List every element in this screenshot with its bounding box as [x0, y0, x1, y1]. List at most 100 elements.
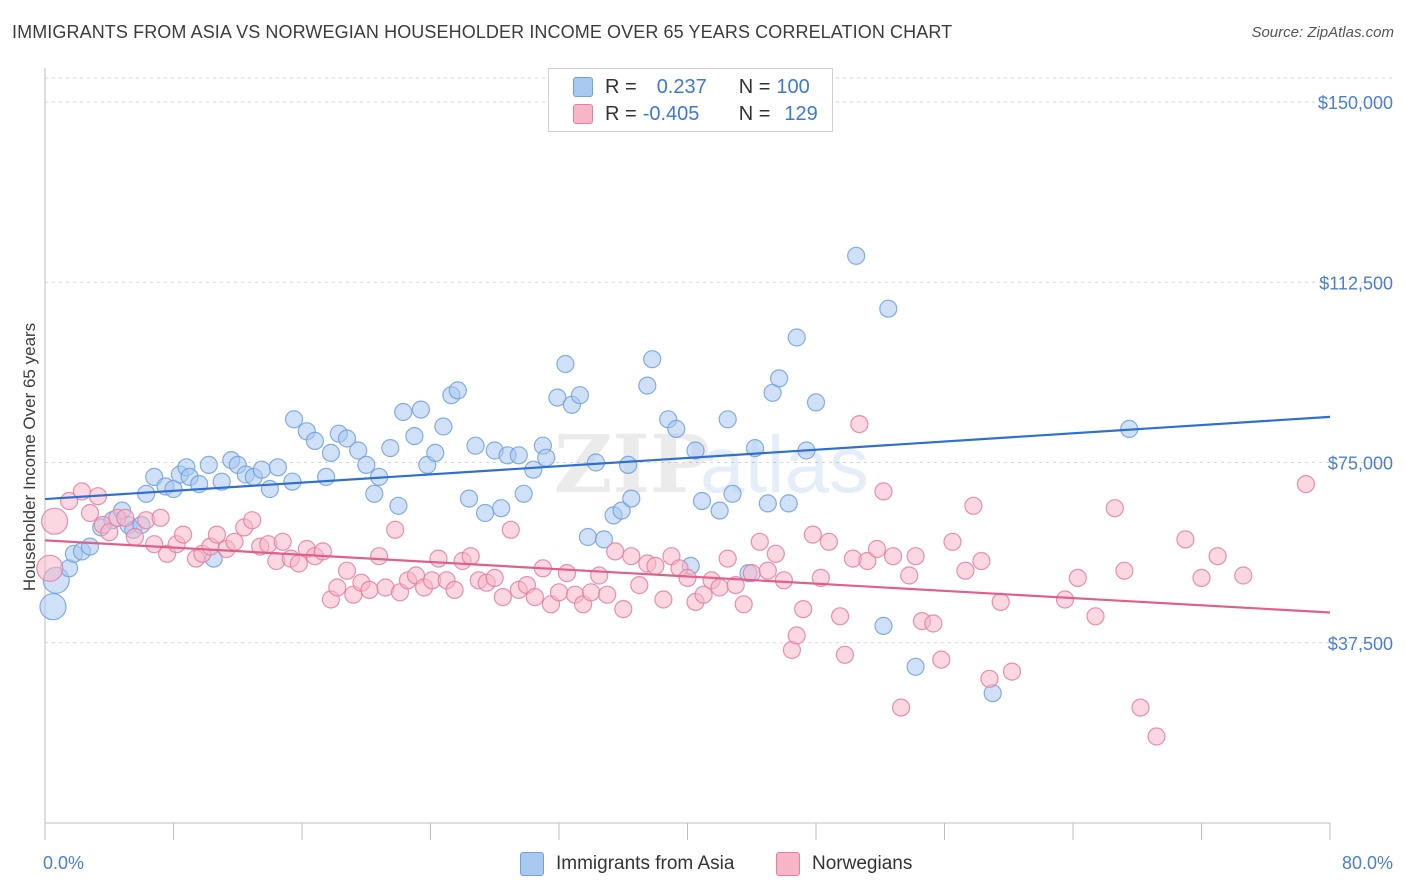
- data-point: [654, 590, 673, 609]
- data-point: [36, 554, 64, 582]
- data-point: [405, 427, 424, 446]
- series-legend-label: Norwegians: [812, 853, 913, 874]
- trend-line: [44, 415, 1331, 501]
- data-point: [835, 645, 855, 664]
- data-point: [268, 458, 287, 477]
- data-point: [548, 388, 567, 407]
- data-point: [612, 501, 631, 520]
- data-point: [429, 549, 448, 568]
- axes: [44, 68, 1331, 840]
- data-point: [806, 393, 826, 412]
- data-point: [461, 547, 480, 566]
- data-point: [710, 578, 729, 597]
- data-point: [858, 551, 877, 571]
- legend-n-value: 100: [776, 75, 810, 98]
- data-point: [485, 568, 504, 588]
- data-point: [284, 410, 304, 429]
- data-point: [1176, 530, 1195, 549]
- data-point: [100, 523, 119, 542]
- data-point: [493, 587, 512, 607]
- legend-swatch-norwegians: [573, 104, 593, 124]
- data-point: [830, 607, 850, 626]
- data-point: [867, 539, 887, 559]
- data-point: [883, 547, 903, 566]
- data-point: [386, 520, 405, 539]
- data-point: [972, 551, 991, 571]
- data-point: [252, 460, 271, 479]
- data-point: [932, 650, 951, 669]
- data-point: [718, 549, 737, 568]
- data-point: [501, 520, 520, 539]
- data-point: [1131, 698, 1150, 717]
- legend-r-label: R =: [605, 102, 637, 125]
- data-point: [734, 595, 753, 614]
- data-point: [1068, 568, 1087, 588]
- data-point: [643, 350, 662, 369]
- data-point: [80, 537, 100, 556]
- data-point: [39, 593, 67, 621]
- data-point: [787, 626, 806, 645]
- data-point: [622, 489, 641, 508]
- data-point: [726, 575, 745, 595]
- data-point: [357, 455, 376, 474]
- data-point: [900, 566, 919, 585]
- y-tick-label: $37,500: [1328, 634, 1393, 654]
- correlation-legend: R = 0.237 N = 100 R = -0.405 N = 129: [548, 68, 833, 132]
- data-point: [273, 532, 292, 551]
- data-point: [991, 592, 1010, 612]
- legend-r-label: R =: [605, 75, 637, 98]
- data-point: [321, 443, 340, 462]
- x-tick-label: 80.0%: [1342, 853, 1393, 873]
- data-point: [646, 556, 665, 576]
- data-point: [758, 494, 777, 513]
- series-legend-asia: Immigrants from Asia: [520, 852, 734, 876]
- data-point: [581, 583, 601, 602]
- legend-r-value: 0.237: [656, 75, 707, 98]
- data-point: [787, 328, 806, 347]
- data-point: [1147, 727, 1166, 746]
- legend-n-value: 129: [784, 102, 818, 125]
- data-point: [328, 578, 347, 597]
- data-point: [850, 415, 869, 434]
- data-point: [847, 246, 866, 265]
- trend-lines: [44, 415, 1331, 614]
- data-point: [411, 400, 430, 419]
- data-point: [476, 503, 495, 523]
- data-point: [686, 441, 705, 460]
- data-point: [710, 501, 729, 520]
- series-norwegians: [36, 415, 1316, 746]
- data-point: [758, 561, 777, 580]
- chart-title: IMMIGRANTS FROM ASIA VS NORWEGIAN HOUSEH…: [12, 22, 953, 42]
- legend-row-asia: R = 0.237 N = 100: [573, 75, 810, 99]
- series-legend: Immigrants from Asia Norwegians: [0, 852, 1406, 876]
- data-point: [337, 561, 357, 580]
- data-point: [524, 460, 543, 479]
- data-point: [426, 443, 445, 462]
- series-legend-label: Immigrants from Asia: [556, 853, 735, 874]
- data-point: [1002, 662, 1022, 681]
- data-point: [283, 472, 302, 491]
- legend-swatch-asia: [573, 77, 593, 97]
- data-point: [1055, 590, 1075, 609]
- y-tick-label: $75,000: [1328, 454, 1393, 474]
- data-point: [1115, 561, 1134, 580]
- data-point: [980, 669, 999, 688]
- data-point: [514, 484, 533, 503]
- data-point: [766, 544, 785, 563]
- data-point: [1208, 547, 1227, 566]
- data-point: [590, 566, 609, 585]
- data-point: [678, 568, 697, 588]
- data-point: [874, 482, 893, 501]
- data-point: [337, 429, 357, 448]
- data-point: [556, 354, 575, 374]
- data-point: [125, 527, 144, 547]
- data-point: [381, 439, 400, 458]
- data-point: [1234, 566, 1253, 585]
- data-point: [557, 563, 577, 583]
- legend-n-label: N =: [738, 102, 771, 125]
- data-point: [225, 532, 244, 551]
- data-point: [360, 580, 379, 600]
- data-point: [906, 547, 925, 566]
- data-point: [924, 614, 943, 633]
- data-point: [174, 525, 193, 544]
